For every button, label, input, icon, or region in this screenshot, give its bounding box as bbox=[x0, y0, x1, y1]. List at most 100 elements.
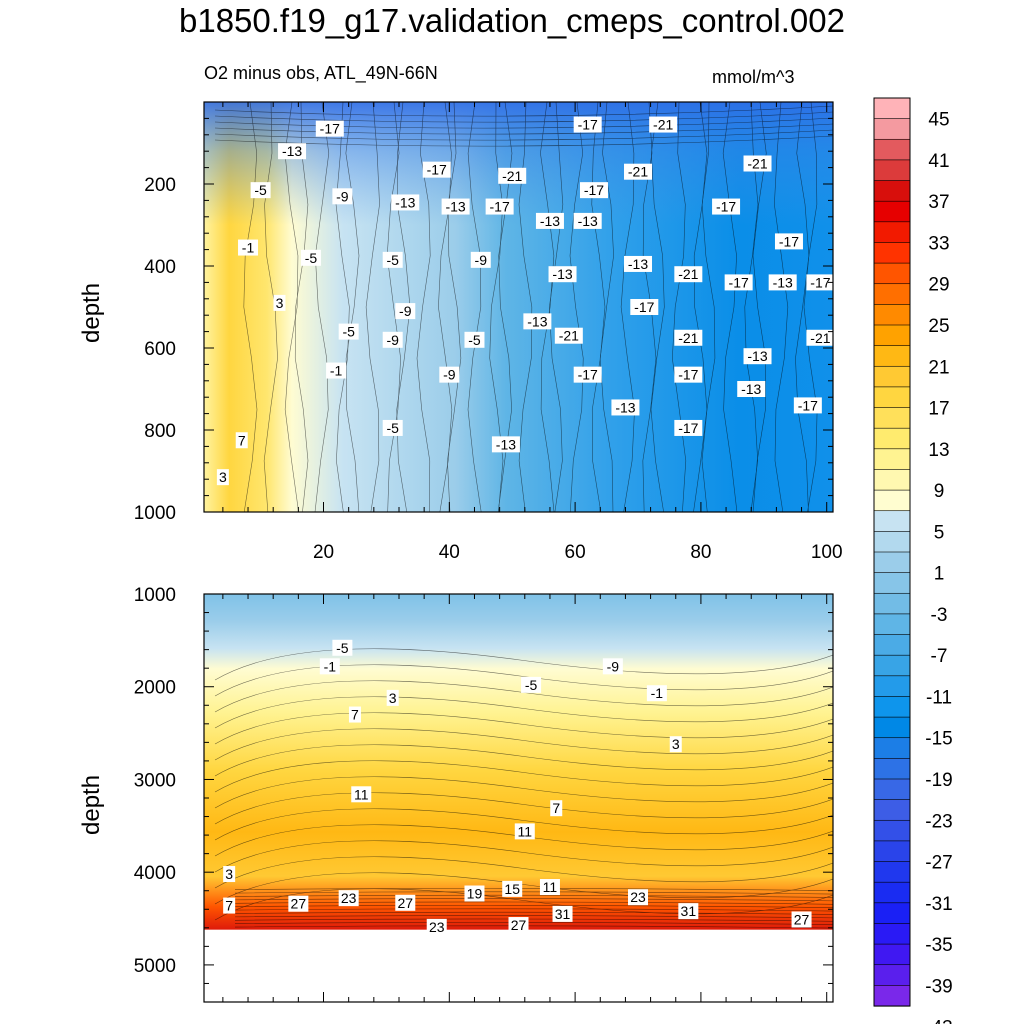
contour-label: -17 bbox=[578, 117, 598, 133]
contour-label: -13 bbox=[741, 381, 761, 397]
contour-label: -13 bbox=[540, 213, 560, 229]
contour-label: -5 bbox=[254, 182, 267, 198]
contour-label-bg bbox=[521, 676, 542, 693]
contour-label-bg bbox=[395, 303, 416, 320]
contour-label-bg bbox=[768, 274, 797, 291]
colorbar-label: -27 bbox=[925, 853, 952, 874]
contour-label-bg bbox=[273, 294, 286, 311]
contour-label-bg bbox=[439, 366, 460, 383]
contour-label-bg bbox=[806, 274, 835, 291]
contour-line bbox=[214, 117, 833, 129]
contour-label-bg bbox=[628, 889, 649, 906]
contour-label-bg bbox=[441, 198, 470, 215]
contour-label: 7 bbox=[238, 432, 246, 448]
colorbar-swatch bbox=[873, 716, 911, 739]
contour-line bbox=[214, 856, 833, 889]
contour-label-bg bbox=[382, 251, 403, 268]
colorbar-swatch bbox=[873, 262, 911, 285]
contour-label: 7 bbox=[552, 800, 560, 816]
colorbar-swatch bbox=[873, 448, 911, 471]
contour-line bbox=[234, 894, 833, 898]
contour-line bbox=[214, 123, 833, 135]
colorbar-label: 9 bbox=[934, 481, 945, 502]
contour-label-bg bbox=[508, 917, 529, 934]
contour-label-bg bbox=[391, 194, 420, 211]
contour-label-bg bbox=[539, 879, 560, 896]
contour-label-bg bbox=[793, 397, 822, 414]
contour-line bbox=[314, 102, 330, 512]
y-tick-label: 3000 bbox=[134, 770, 176, 791]
contour-label: -1 bbox=[324, 658, 337, 674]
contour-line bbox=[438, 102, 453, 512]
contour-line bbox=[386, 102, 401, 512]
contour-label-bg bbox=[724, 274, 753, 291]
contour-label-bg bbox=[223, 897, 236, 914]
lower-ylabel: depth bbox=[78, 774, 105, 835]
y-tick-label: 1000 bbox=[134, 585, 176, 606]
lower-panel: -5 -1 -9 -5 -1 3 7 3 11 7 11 3 7 27 23 27 19 15 11 23 31 31 23… bbox=[134, 585, 834, 1003]
colorbar-swatch bbox=[873, 572, 911, 594]
colorbar-label: 25 bbox=[928, 316, 949, 337]
contour-label: 31 bbox=[555, 906, 571, 922]
contour-line bbox=[214, 129, 833, 141]
contour-label: -5 bbox=[386, 420, 399, 436]
colorbar-swatch bbox=[873, 675, 911, 698]
contour-label: -17 bbox=[427, 162, 447, 178]
contour-line bbox=[722, 102, 738, 512]
contour-line bbox=[214, 840, 833, 873]
contour-label-bg bbox=[464, 885, 485, 902]
contour-line bbox=[214, 888, 833, 921]
y-tick-label: 2000 bbox=[134, 678, 176, 699]
contour-line bbox=[214, 648, 833, 681]
contour-line bbox=[214, 712, 833, 745]
colorbar-swatch bbox=[873, 613, 911, 636]
contour-label: -17 bbox=[490, 199, 510, 215]
contour-label: -1 bbox=[651, 685, 664, 701]
contour-line bbox=[447, 102, 462, 512]
contour-label-bg bbox=[319, 658, 340, 675]
contour-label: 27 bbox=[511, 917, 527, 933]
contour-line bbox=[549, 102, 564, 512]
contour-label-bg bbox=[250, 182, 271, 199]
contour-label: -17 bbox=[810, 274, 830, 290]
colorbar: 45 41 37 33 29 25 21 17 13 9 5 1 -3 -7 -11 -15 -19 -23 -27… bbox=[873, 97, 953, 1024]
colorbar-swatch bbox=[873, 200, 911, 223]
contour-label-bg bbox=[535, 212, 564, 229]
contour-label-bg bbox=[624, 255, 653, 272]
contour-line bbox=[234, 898, 833, 902]
contour-label: 11 bbox=[354, 786, 369, 802]
contour-line bbox=[234, 908, 833, 912]
colorbar-swatch bbox=[873, 386, 911, 409]
contour-line bbox=[672, 102, 687, 512]
contour-label: -17 bbox=[729, 274, 749, 290]
colorbar-swatch bbox=[873, 923, 911, 945]
contour-label: -17 bbox=[678, 367, 698, 383]
colorbar-label: -35 bbox=[925, 935, 952, 956]
contour-label: 7 bbox=[351, 707, 359, 723]
contour-label-bg bbox=[238, 239, 259, 256]
contour-label: -9 bbox=[399, 303, 412, 319]
contour-label: -21 bbox=[628, 164, 648, 180]
contour-label: -21 bbox=[747, 156, 767, 172]
x-tick-label: 80 bbox=[690, 542, 711, 563]
contour-label: -21 bbox=[678, 330, 698, 346]
contour-line bbox=[467, 102, 482, 512]
contour-line bbox=[335, 102, 350, 512]
contour-label-bg bbox=[426, 918, 447, 935]
contour-label: -5 bbox=[336, 640, 349, 656]
contour-label: -13 bbox=[496, 436, 516, 452]
contour-line bbox=[234, 891, 833, 895]
contour-label-bg bbox=[548, 266, 577, 283]
contour-label: 27 bbox=[291, 896, 307, 912]
contour-label: 3 bbox=[389, 690, 397, 706]
colorbar-label: -31 bbox=[925, 894, 952, 915]
contour-label-bg bbox=[338, 323, 359, 340]
contour-line bbox=[214, 792, 833, 825]
contour-line bbox=[214, 776, 833, 809]
colorbar-label: 29 bbox=[928, 275, 949, 296]
colorbar-swatch bbox=[873, 531, 911, 553]
colorbar-swatch bbox=[873, 634, 911, 656]
contour-label: -13 bbox=[615, 399, 635, 415]
contour-label-bg bbox=[223, 866, 236, 883]
